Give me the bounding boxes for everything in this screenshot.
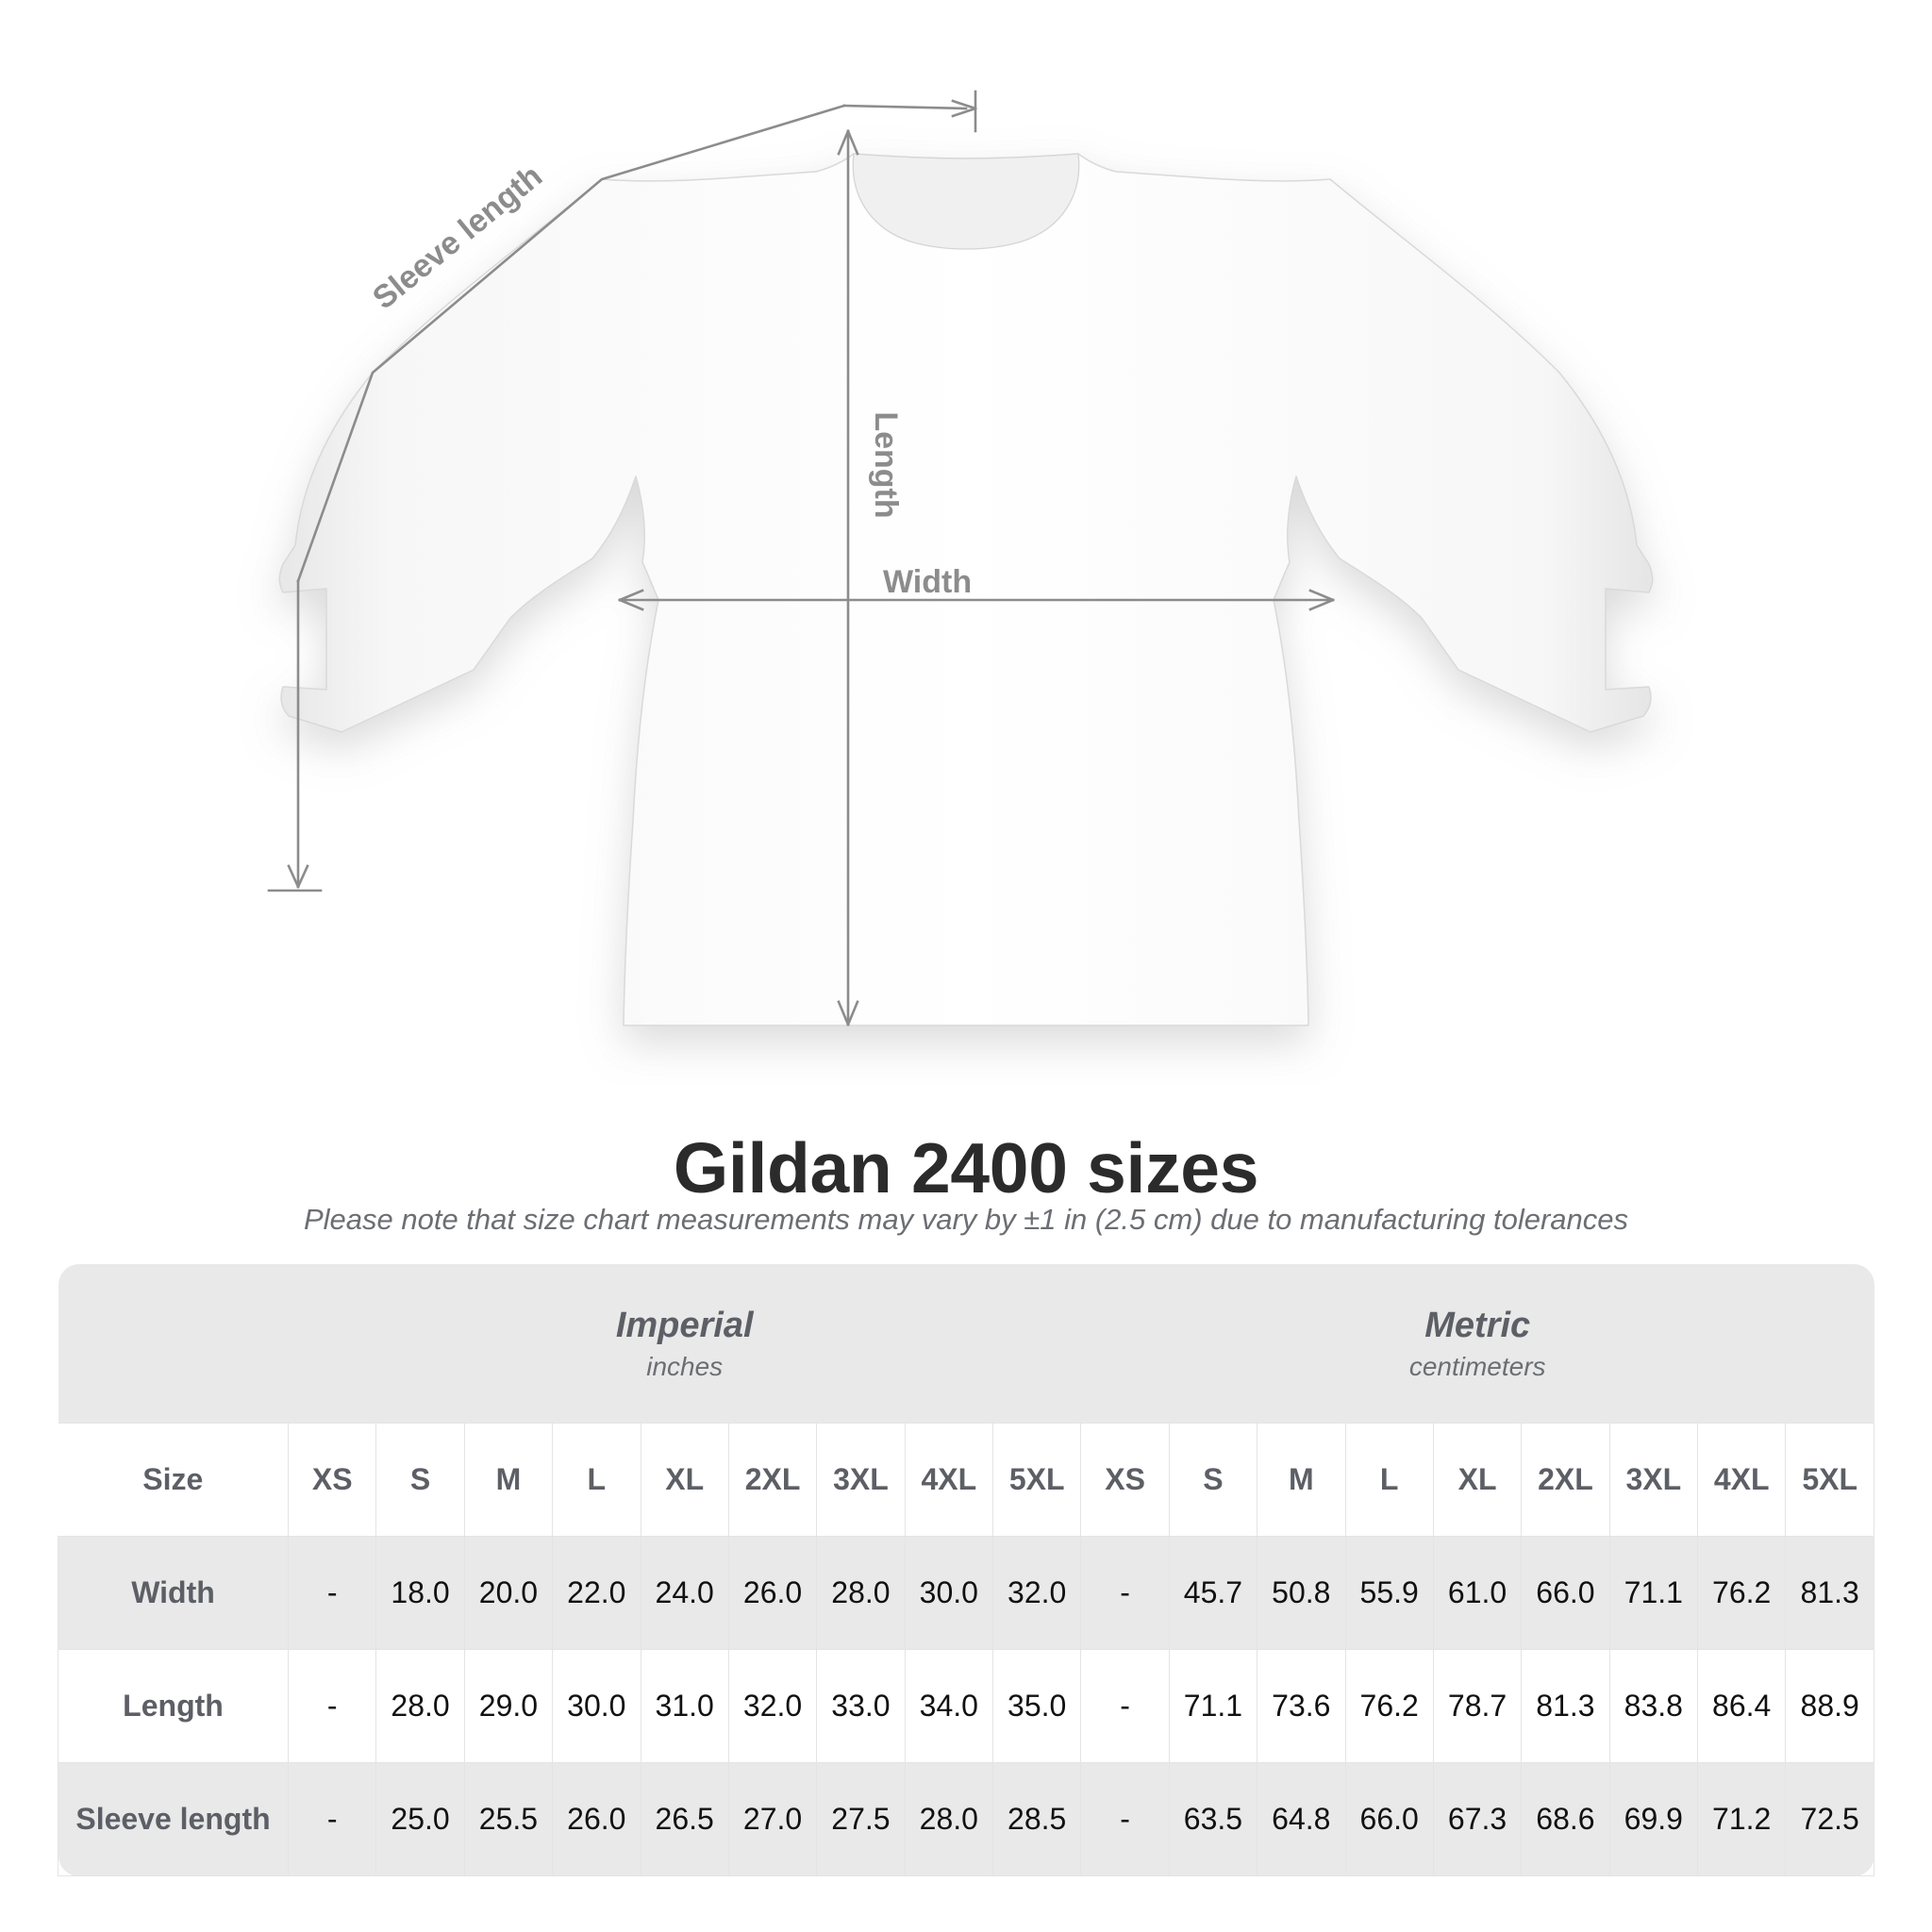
svg-text:Width: Width — [883, 564, 972, 600]
svg-text:Length: Length — [868, 411, 904, 518]
